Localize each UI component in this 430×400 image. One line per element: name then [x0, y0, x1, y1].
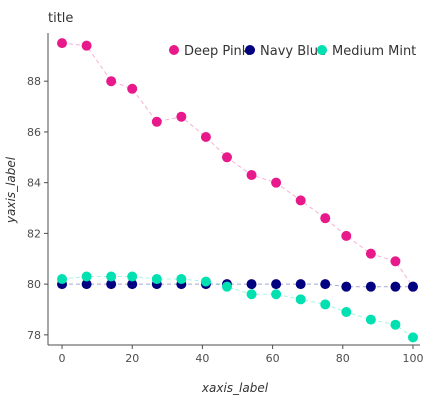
legend-label-deep-pink: Deep Pink: [184, 44, 250, 59]
data-point-medium-mint: [221, 281, 232, 292]
data-point-navy-blue: [246, 279, 257, 290]
data-point-navy-blue: [271, 279, 282, 290]
data-point-navy-blue: [407, 281, 418, 292]
data-point-navy-blue: [295, 279, 306, 290]
x-tick-label: 80: [336, 352, 350, 365]
series-line-deep-pink: [61, 42, 414, 287]
y-tick-label: 80: [27, 278, 41, 291]
data-point-navy-blue: [365, 281, 376, 292]
y-axis-title: yaxis_label: [4, 156, 18, 224]
data-point-medium-mint: [341, 307, 352, 318]
data-point-deep-pink: [176, 111, 187, 122]
data-point-navy-blue: [106, 279, 117, 290]
x-tick-label: 60: [266, 352, 280, 365]
chart-title: title: [48, 11, 73, 26]
series-deep-pink: [57, 38, 418, 292]
data-point-deep-pink: [151, 116, 162, 127]
y-tick-label: 86: [27, 126, 41, 139]
x-tick-label: 0: [59, 352, 66, 365]
data-point-medium-mint: [407, 332, 418, 343]
data-point-navy-blue: [127, 279, 138, 290]
series-line-navy-blue: [62, 283, 413, 288]
data-point-deep-pink: [81, 40, 92, 51]
data-point-deep-pink: [295, 195, 306, 206]
series-line-medium-mint: [61, 276, 414, 338]
data-point-medium-mint: [151, 274, 162, 285]
data-point-deep-pink: [365, 248, 376, 259]
data-point-medium-mint: [390, 319, 401, 330]
legend-label-medium-mint: Medium Mint: [332, 44, 416, 59]
data-point-medium-mint: [246, 289, 257, 300]
y-tick-label: 82: [27, 227, 41, 240]
data-point-navy-blue: [81, 279, 92, 290]
x-tick-label: 40: [195, 352, 209, 365]
data-point-medium-mint: [81, 271, 92, 282]
data-point-deep-pink: [200, 132, 211, 142]
legend-marker-navy-blue: [245, 45, 255, 55]
legend-marker-deep-pink: [169, 45, 179, 55]
y-tick-label: 78: [27, 329, 41, 342]
data-point-navy-blue: [320, 279, 331, 290]
data-point-navy-blue: [341, 281, 352, 292]
data-point-medium-mint: [57, 274, 68, 285]
data-point-medium-mint: [106, 271, 117, 282]
series-medium-mint: [57, 271, 418, 343]
data-point-deep-pink: [221, 152, 232, 163]
data-point-deep-pink: [246, 170, 257, 181]
data-point-medium-mint: [176, 274, 187, 285]
series-layer: [57, 38, 418, 343]
data-point-medium-mint: [127, 271, 138, 282]
data-point-navy-blue: [390, 281, 401, 292]
data-point-medium-mint: [365, 314, 376, 325]
legend: Deep Pink Navy Blue Medium Mint: [169, 44, 416, 59]
data-point-deep-pink: [106, 76, 117, 87]
data-point-medium-mint: [271, 289, 282, 300]
data-point-medium-mint: [295, 294, 306, 305]
data-point-deep-pink: [390, 256, 401, 267]
data-point-deep-pink: [57, 38, 68, 49]
y-tick-label: 84: [27, 177, 41, 190]
y-tick-label: 88: [27, 75, 41, 88]
legend-label-navy-blue: Navy Blue: [260, 44, 326, 59]
data-point-deep-pink: [320, 213, 331, 224]
data-point-deep-pink: [271, 177, 282, 188]
legend-marker-medium-mint: [317, 45, 327, 55]
x-tick-label: 100: [402, 352, 423, 365]
data-point-medium-mint: [200, 276, 211, 287]
x-axis-title: xaxis_label: [201, 381, 269, 395]
data-point-deep-pink: [127, 83, 138, 94]
ticks: 0 20 40 60 80 100 78 80 82 84 86 88: [27, 75, 423, 365]
data-point-deep-pink: [341, 230, 352, 241]
data-point-medium-mint: [320, 299, 331, 310]
x-tick-label: 20: [125, 352, 139, 365]
